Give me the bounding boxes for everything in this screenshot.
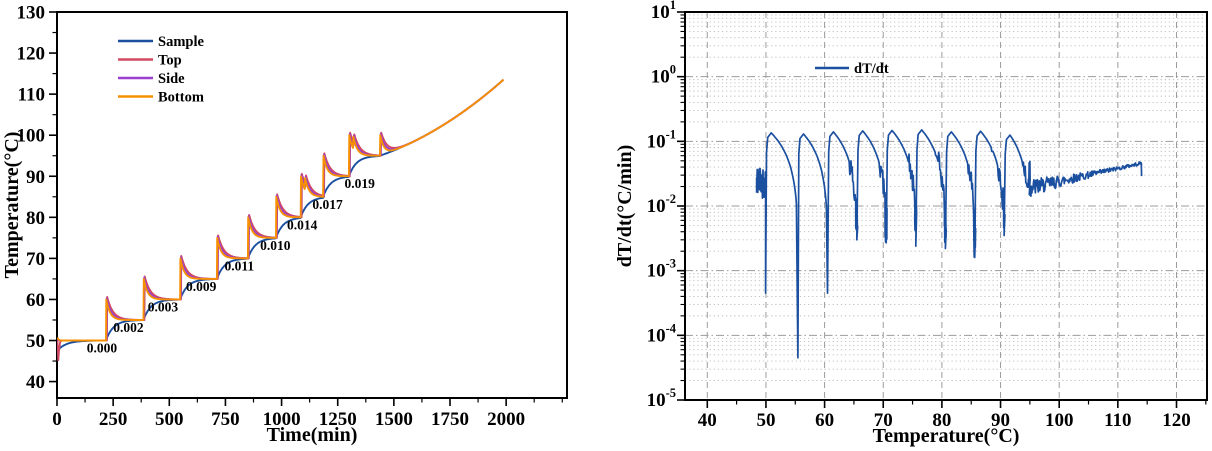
series-top (57, 79, 504, 362)
x-tick-label: 1250 (319, 409, 357, 430)
x-tick-label: 500 (155, 409, 184, 430)
rate-annotation: 0.002 (113, 320, 144, 335)
series-sample (57, 78, 505, 351)
grid-group (685, 12, 1207, 400)
y-tick-label: 101 (651, 0, 676, 23)
x-tick-label: 120 (1162, 410, 1191, 431)
x-axis-title: Time(min) (267, 424, 358, 446)
rate-annotation: 0.009 (186, 279, 217, 294)
x-tick-label: 1000 (263, 409, 301, 430)
x-tick-label: 2000 (487, 409, 525, 430)
x-axis-title: Temperature(°C) (873, 425, 1020, 447)
x-tick-label: 1750 (431, 409, 469, 430)
y-tick-label: 50 (26, 331, 45, 352)
legend-label-bottom: Bottom (158, 90, 204, 106)
x-tick-label: 50 (756, 410, 775, 431)
x-tick-label: 750 (211, 409, 240, 430)
x-tick-label: 100 (1045, 410, 1074, 431)
y-axis-title: Temperature(°C) (1, 132, 23, 279)
x-tick-label: 0 (52, 409, 62, 430)
dtdt-temperature-chart: 40 50 60 70 80 90 100 110 120 101 100 10-1 10-2 10-3 1… (614, 0, 1208, 447)
legend-label-sample: Sample (158, 34, 204, 50)
x-tick-label: 40 (698, 410, 717, 431)
x-tick-label: 250 (99, 409, 128, 430)
y-axis-title: dT/dt(°C/min) (614, 145, 636, 267)
plot-frame (56, 11, 568, 399)
legend-label-dtdt: dT/dt (854, 61, 889, 77)
rate-annotation: 0.017 (312, 197, 343, 212)
rate-annotation: 0.011 (225, 258, 255, 273)
y-tick-label: 10-4 (647, 321, 677, 346)
y-tick-label: 80 (26, 208, 45, 229)
y-tick-label: 100 (17, 126, 46, 147)
x-tick-label: 70 (874, 410, 893, 431)
series-bottom (57, 78, 505, 342)
rate-annotation: 0.000 (87, 340, 118, 355)
legend-label-top: Top (158, 53, 182, 69)
x-tick-label: 80 (932, 410, 951, 431)
y-tick-label: 10-3 (647, 257, 676, 282)
rate-annotation: 0.010 (260, 238, 291, 253)
x-tick-label: 90 (991, 410, 1010, 431)
rate-annotation: 0.019 (345, 176, 376, 191)
y-tick-label: 60 (26, 290, 45, 311)
y-tick-label: 130 (17, 3, 46, 24)
y-tick-label: 10-5 (647, 386, 676, 411)
y-tick-label: 10-2 (647, 192, 676, 217)
x-tick-label: 60 (815, 410, 834, 431)
y-tick-label: 120 (17, 44, 46, 65)
rate-annotation: 0.014 (287, 217, 318, 232)
temperature-time-chart: 0 250 500 750 1000 1250 1500 1750 2000 40 50 60 70 80… (1, 3, 568, 446)
y-tick-label: 70 (26, 249, 45, 270)
panel-dtdt-vs-temperature: 40 50 60 70 80 90 100 110 120 101 100 10-1 10-2 10-3 1… (605, 0, 1212, 451)
y-tick-label: 40 (26, 372, 45, 393)
y-tick-label: 10-1 (647, 127, 676, 152)
series-dtdt (755, 129, 1143, 359)
series-group (57, 78, 505, 362)
x-tick-label: 110 (1104, 410, 1131, 431)
x-tick-label: 1500 (375, 409, 413, 430)
legend-label-side: Side (158, 71, 185, 87)
y-tick-label: 90 (26, 167, 45, 188)
rate-annotation: 0.003 (148, 299, 179, 314)
y-tick-label: 110 (18, 85, 45, 106)
y-tick-label: 100 (651, 63, 676, 88)
panel-temperature-vs-time: 0 250 500 750 1000 1250 1500 1750 2000 40 50 60 70 80… (0, 0, 605, 451)
series-group (755, 129, 1143, 359)
